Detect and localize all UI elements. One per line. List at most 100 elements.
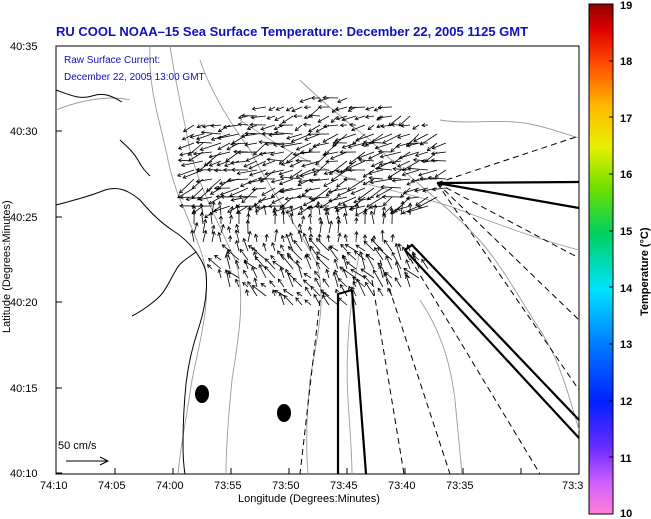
- current-vector-head: [239, 183, 245, 188]
- current-vector-head: [362, 181, 367, 186]
- current-vector: [193, 151, 213, 155]
- current-vector: [217, 142, 231, 150]
- current-vector: [435, 169, 447, 178]
- current-vector: [324, 142, 339, 155]
- current-vector: [402, 169, 420, 176]
- current-vector-head: [230, 141, 235, 147]
- current-vector-head: [221, 244, 226, 249]
- current-vector-head: [258, 264, 263, 269]
- current-vector-head: [377, 246, 382, 252]
- current-vector: [412, 124, 420, 130]
- current-vector-head: [398, 155, 403, 160]
- current-vector: [182, 169, 204, 179]
- current-vector: [271, 187, 285, 198]
- current-vector-head: [352, 276, 357, 281]
- current-vector: [206, 178, 222, 192]
- current-vector: [269, 280, 276, 288]
- current-vector: [310, 245, 321, 261]
- current-vector: [244, 142, 258, 146]
- current-vector-head: [213, 186, 218, 191]
- current-vector: [351, 286, 357, 297]
- current-vector: [301, 187, 312, 197]
- current-vector: [383, 196, 393, 206]
- current-vector: [338, 278, 348, 288]
- current-vector-head: [297, 229, 302, 234]
- current-vector: [354, 250, 366, 261]
- current-vector-head: [261, 191, 266, 196]
- current-vector-head: [278, 160, 283, 165]
- current-vector: [197, 187, 213, 201]
- current-vector-head: [339, 149, 344, 155]
- current-vector: [286, 234, 294, 252]
- current-vector: [322, 278, 330, 288]
- scale-arrow: [66, 456, 110, 466]
- current-vector-head: [206, 264, 211, 269]
- current-vector: [237, 169, 258, 174]
- current-vector-head: [196, 124, 201, 129]
- current-vector: [343, 203, 348, 216]
- current-vector-head: [226, 250, 231, 256]
- current-vector-head: [274, 130, 279, 136]
- current-vector-head: [269, 280, 274, 285]
- station-marker: [277, 404, 291, 422]
- current-vector-head: [270, 255, 275, 260]
- current-vector-head: [289, 231, 294, 237]
- current-vector-head: [309, 178, 314, 184]
- current-vector-head: [377, 287, 382, 292]
- current-vector: [349, 106, 366, 109]
- current-vector: [251, 267, 258, 279]
- current-vector: [291, 106, 303, 112]
- current-vector: [323, 124, 339, 127]
- current-vector: [300, 169, 321, 177]
- current-vector-head: [297, 211, 302, 216]
- current-vector: [286, 106, 294, 112]
- current-vector: [357, 187, 375, 200]
- current-vector: [223, 124, 240, 128]
- current-vector-head: [302, 232, 307, 237]
- current-vector-head: [195, 136, 201, 141]
- current-vector: [347, 178, 366, 191]
- current-vector: [348, 286, 357, 306]
- current-vector-head: [191, 209, 197, 214]
- current-vector-head: [214, 254, 219, 259]
- current-vector: [322, 295, 330, 306]
- current-vector-head: [264, 171, 269, 176]
- current-vector: [299, 97, 312, 103]
- current-vector: [291, 133, 312, 143]
- current-vector: [404, 272, 411, 279]
- current-vector-head: [264, 265, 269, 270]
- current-vector-head: [402, 190, 407, 195]
- current-vector-head: [414, 188, 419, 193]
- current-vector: [253, 142, 267, 156]
- current-vector-head: [414, 152, 420, 157]
- current-vector: [328, 221, 332, 234]
- current-vector: [391, 252, 402, 270]
- current-vector-head: [228, 214, 234, 219]
- current-vector-head: [230, 197, 235, 202]
- current-vector-head: [341, 144, 346, 149]
- current-vector-head: [283, 294, 288, 300]
- current-vector-head: [364, 142, 370, 147]
- current-vector: [211, 201, 215, 216]
- current-vector-head: [319, 204, 324, 209]
- current-vector-head: [200, 130, 205, 135]
- y-axis-label: Latitude (Degrees:Minutes): [1, 200, 13, 333]
- current-vector-head: [285, 233, 290, 238]
- colorbar-tick: 11: [620, 453, 632, 465]
- current-vector-head: [280, 204, 286, 209]
- radar-beams: [299, 135, 580, 475]
- current-vector-head: [354, 230, 359, 235]
- y-tick-label: 40:35: [10, 41, 38, 53]
- current-vector: [313, 142, 330, 147]
- current-vector-head: [374, 246, 378, 252]
- current-vector-head: [304, 136, 309, 141]
- current-vector: [370, 238, 384, 252]
- current-vector: [318, 97, 330, 102]
- current-vector: [254, 256, 267, 270]
- current-vector-head: [327, 189, 332, 194]
- current-vector-head: [430, 151, 436, 156]
- current-vector: [296, 169, 312, 178]
- current-vector-head: [247, 206, 252, 211]
- current-vector: [379, 160, 402, 165]
- current-vector-head: [370, 163, 376, 168]
